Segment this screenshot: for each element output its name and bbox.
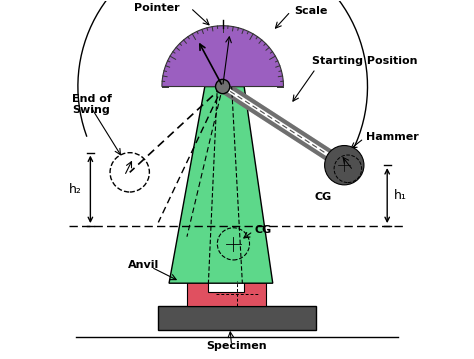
Text: CG: CG <box>255 225 272 234</box>
Bar <box>158 307 316 330</box>
Polygon shape <box>162 26 283 87</box>
Text: Scale: Scale <box>294 6 328 17</box>
Text: h₁: h₁ <box>394 189 407 202</box>
Polygon shape <box>187 281 265 307</box>
Circle shape <box>325 145 364 185</box>
Text: h₂: h₂ <box>69 183 82 196</box>
Text: Specimen: Specimen <box>207 341 267 351</box>
Text: Hammer: Hammer <box>366 132 419 141</box>
Text: Anvil: Anvil <box>128 260 160 270</box>
Text: Pointer: Pointer <box>134 3 180 13</box>
Text: End of
Swing: End of Swing <box>73 94 112 115</box>
Polygon shape <box>169 87 273 283</box>
Text: CG: CG <box>314 192 331 202</box>
Circle shape <box>216 79 230 94</box>
Text: Starting Position: Starting Position <box>312 56 418 66</box>
